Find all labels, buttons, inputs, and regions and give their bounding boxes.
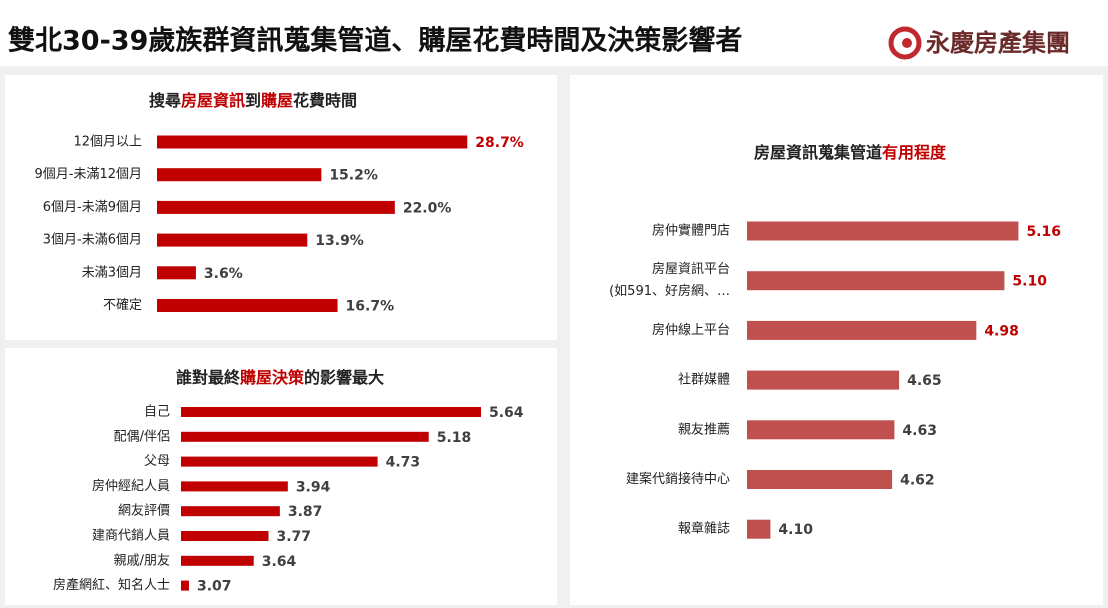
bar xyxy=(157,299,338,312)
bar xyxy=(747,519,771,539)
category-label: 房屋資訊平台 xyxy=(652,261,730,277)
value-label: 4.73 xyxy=(386,455,421,471)
category-label: 未滿3個月 xyxy=(82,264,142,280)
value-label: 4.63 xyxy=(902,423,937,439)
title-segment: 誰對最終 xyxy=(176,368,241,387)
bar xyxy=(181,580,189,591)
bar xyxy=(157,168,322,182)
bar xyxy=(157,233,308,247)
value-label: 5.16 xyxy=(1026,224,1061,240)
value-label: 3.87 xyxy=(288,504,323,520)
page-title: 雙北30-39歲族群資訊蒐集管道、購屋花費時間及決策影響者 xyxy=(8,25,742,57)
bar xyxy=(747,271,1005,291)
title-segment: 購屋 xyxy=(260,91,293,110)
value-label: 3.07 xyxy=(197,579,232,595)
value-label: 4.98 xyxy=(984,323,1019,339)
value-label: 15.2% xyxy=(329,168,378,184)
title-segment: 到 xyxy=(245,91,261,110)
title-segment: 房屋資訊蒐集管道 xyxy=(754,143,882,162)
bar xyxy=(747,420,895,440)
logo-ring xyxy=(888,26,922,60)
category-label: 親友推薦 xyxy=(678,421,730,437)
category-label: 3個月-未滿6個月 xyxy=(43,232,142,248)
category-label: 建案代銷接待中心 xyxy=(626,471,730,487)
value-label: 5.64 xyxy=(489,405,524,421)
value-label: 5.18 xyxy=(437,430,472,446)
bar xyxy=(157,266,196,280)
value-label: 3.77 xyxy=(277,529,312,545)
title-segment: 花費時間 xyxy=(293,91,357,110)
title-segment: 購屋決策 xyxy=(239,368,305,387)
value-label: 5.10 xyxy=(1012,274,1047,290)
title-segment: 有用程度 xyxy=(882,143,947,162)
bar xyxy=(181,555,254,566)
category-label: 房仲經紀人員 xyxy=(92,478,170,494)
value-label: 13.9% xyxy=(315,233,364,249)
category-label: 12個月以上 xyxy=(73,135,142,150)
value-label: 4.62 xyxy=(900,473,935,489)
logo-dot xyxy=(902,38,912,48)
category-label: (如591、好房網、… xyxy=(609,283,730,299)
title-segment: 的影響最大 xyxy=(304,368,384,387)
value-label: 3.64 xyxy=(262,554,297,570)
panel xyxy=(570,75,1103,605)
value-label: 3.94 xyxy=(296,479,331,495)
category-label: 社群媒體 xyxy=(678,372,730,388)
category-label: 房產網紅、知名人士 xyxy=(53,577,170,593)
category-label: 親戚/朋友 xyxy=(114,552,170,568)
value-label: 4.65 xyxy=(907,373,942,389)
bar xyxy=(157,135,468,149)
category-label: 9個月-未滿12個月 xyxy=(34,166,142,182)
value-label: 3.6% xyxy=(204,266,243,282)
chart-title: 房屋資訊蒐集管道有用程度 xyxy=(754,143,947,162)
brand-name: 永慶房產集團 xyxy=(926,29,1070,57)
panel xyxy=(5,348,557,605)
category-label: 父母 xyxy=(144,454,170,469)
category-label: 配偶/伴侶 xyxy=(114,429,170,444)
category-label: 報章雜誌 xyxy=(678,521,730,537)
chart-title: 誰對最終購屋決策的影響最大 xyxy=(176,368,384,387)
bar xyxy=(181,531,269,541)
value-label: 22.0% xyxy=(403,200,452,216)
category-label: 不確定 xyxy=(103,297,142,313)
category-label: 房仲實體門店 xyxy=(652,223,730,239)
bar xyxy=(157,200,395,214)
bar xyxy=(181,506,280,517)
category-label: 房仲線上平台 xyxy=(652,322,730,338)
category-label: 自己 xyxy=(144,405,170,420)
bar xyxy=(747,370,900,390)
value-label: 28.7% xyxy=(475,135,524,151)
category-label: 建商代銷人員 xyxy=(92,528,170,544)
bar xyxy=(747,320,977,340)
value-label: 16.7% xyxy=(346,299,395,315)
value-label: 4.10 xyxy=(778,522,813,538)
bar xyxy=(747,221,1019,241)
brand-logo xyxy=(888,26,922,60)
category-label: 網友評價 xyxy=(118,503,170,519)
title-segment: 房屋資訊 xyxy=(181,91,245,110)
chart-title: 搜尋房屋資訊到購屋花費時間 xyxy=(149,91,357,110)
bar xyxy=(747,470,893,489)
bar xyxy=(181,481,288,492)
bar xyxy=(181,456,378,467)
bar xyxy=(181,431,429,442)
category-label: 6個月-未滿9個月 xyxy=(43,199,142,215)
title-segment: 搜尋 xyxy=(149,91,181,110)
bar xyxy=(181,407,481,417)
